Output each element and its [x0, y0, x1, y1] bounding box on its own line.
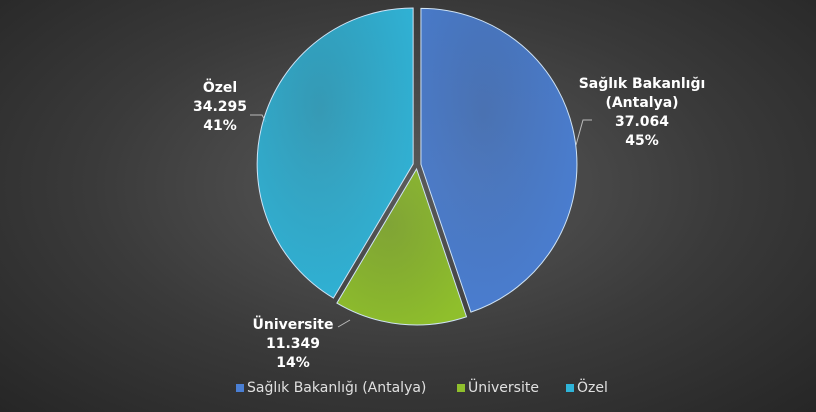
label-line: 41%	[203, 118, 237, 134]
legend-swatch	[566, 384, 574, 392]
pie-slice	[256, 7, 414, 299]
legend-swatch	[457, 384, 465, 392]
legend-label: Özel	[577, 378, 608, 396]
label-line: 45%	[625, 133, 659, 149]
legend-label: Sağlık Bakanlığı (Antalya)	[247, 380, 426, 396]
label-line: 11.349	[265, 336, 321, 352]
label-line: Üniversite	[252, 317, 334, 333]
data-label: Sağlık Bakanlığı (Antalya) 37.064 45%	[572, 75, 712, 151]
data-label: Üniversite 11.349 14%	[223, 316, 363, 373]
label-line: 14%	[276, 355, 310, 371]
data-label: Özel 34.295 41%	[150, 79, 290, 136]
legend-label: Üniversite	[468, 378, 539, 396]
label-line: 37.064	[614, 114, 670, 130]
leader-line	[337, 319, 351, 328]
leader-line	[575, 119, 592, 146]
label-line: Sağlık Bakanlığı (Antalya)	[578, 76, 706, 111]
label-line: Özel	[202, 80, 238, 96]
label-line: 34.295	[192, 99, 248, 115]
pie-slice	[420, 7, 578, 313]
pie-slice	[336, 167, 468, 326]
legend-swatch	[236, 384, 244, 392]
